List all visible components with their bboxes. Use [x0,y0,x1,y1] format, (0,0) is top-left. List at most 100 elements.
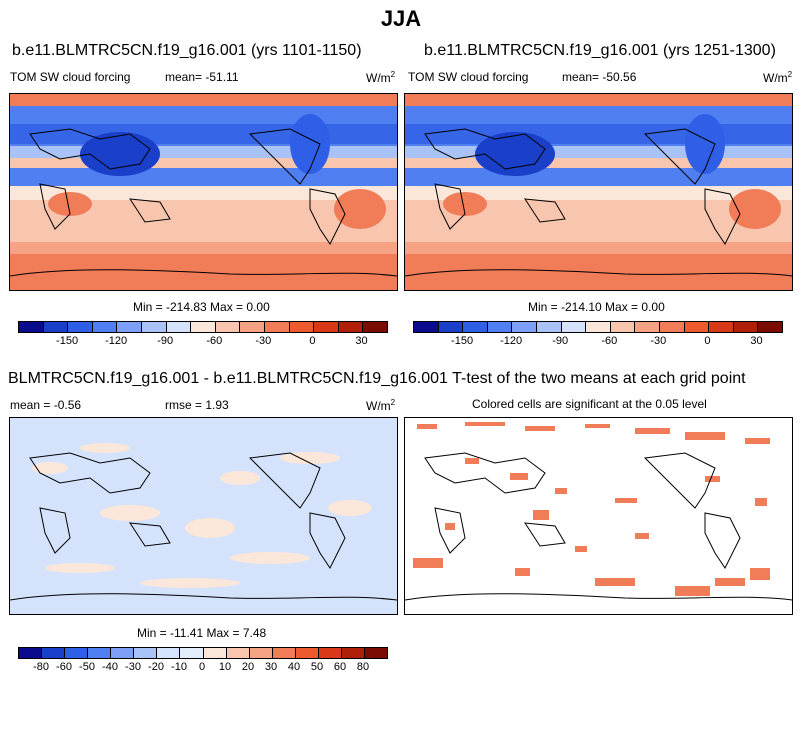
colorbar-cell [684,322,710,332]
colorbar-cell [191,322,216,332]
panel1-units: W/m2 [366,70,396,85]
colorbar-tick-label: 30 [264,661,278,673]
colorbar-cell [157,648,181,658]
colorbar-tick-label: -90 [552,335,569,347]
main-title: JJA [380,6,422,31]
ttest-subtitle: Colored cells are significant at the 0.0… [472,397,707,411]
colorbar-cell [117,322,142,332]
diff-heatmap [10,418,397,614]
colorbar-cell [635,322,660,332]
colorbar-tick-label: -50 [79,661,95,673]
colorbar-cell [42,648,66,658]
colorbar-cell [758,322,782,332]
colorbar-cell [92,322,118,332]
colorbar-tick-label: -120 [500,335,523,347]
colorbar-cell [19,648,43,658]
colorbar-cell [203,648,227,658]
colorbar-cell [586,322,611,332]
colorbar-tick-label: -30 [650,335,667,347]
diff-map [9,417,398,615]
colorbar-cell [295,648,319,658]
colorbar-tick-label: 0 [198,661,206,673]
colorbar-cell [43,322,69,332]
colorbar-cell [19,322,44,332]
colorbar-cell [338,322,364,332]
diff-mean: mean = -0.56 [10,398,82,412]
colorbar-cell [733,322,759,332]
colorbar-tick-label: -10 [171,661,187,673]
colorbar-tick-label: -60 [601,335,618,347]
colorbar-tick-label: 10 [218,661,232,673]
colorbar-cell [364,648,387,658]
colorbar-tick-label: 30 [750,335,763,347]
colorbar-cell [536,322,562,332]
colorbar-cell [226,648,250,658]
panel2-variable-label: TOM SW cloud forcing [408,70,529,84]
colorbar-cell [264,322,290,332]
colorbar-tick-label: -90 [157,335,174,347]
colorbar-tick-label: 20 [241,661,255,673]
colorbar-cell [240,322,265,332]
colorbar-cell [414,322,439,332]
colorbar-tick-label: -20 [148,661,164,673]
colorbar-tick-label: -30 [125,661,141,673]
colorbar-cell [180,648,204,658]
colorbar-cell [134,648,158,658]
panel1-heatmap [10,94,397,290]
colorbar-cell [68,322,93,332]
colorbar-cell [272,648,296,658]
colorbar-tick-label: -60 [56,661,72,673]
colorbar-tick-label: -150 [451,335,474,347]
colorbar-cell [289,322,315,332]
panel1-map [9,93,398,291]
colorbar-cell [318,648,342,658]
colorbar-tick-label: -150 [56,335,79,347]
colorbar-tick-label: -120 [105,335,128,347]
diff-title: BLMTRC5CN.f19_g16.001 - b.e11.BLMTRC5CN.… [8,370,746,387]
colorbar-tick-label: 30 [355,335,368,347]
colorbar-cell [249,648,273,658]
colorbar-cell [709,322,734,332]
panel2-units: W/m2 [763,70,793,85]
colorbar-tick-label: -30 [255,335,272,347]
panel2-mean: mean= -50.56 [562,70,637,84]
diff-colorbar [18,647,388,659]
panel1-variable-label: TOM SW cloud forcing [10,70,131,84]
ttest-map [404,417,793,615]
colorbar-cell [65,648,89,658]
panel1-mean: mean= -51.11 [165,70,239,84]
panel1-minmax: Min = -214.83 Max = 0.00 [133,300,270,314]
colorbar-cell [111,648,135,658]
colorbar-tick-label: -40 [102,661,118,673]
colorbar-cell [215,322,241,332]
colorbar-tick-label: -80 [33,661,49,673]
colorbar-cell [314,322,339,332]
colorbar-cell [88,648,112,658]
colorbar-tick-label: 80 [356,661,370,673]
colorbar-cell [610,322,636,332]
diff-units: W/m2 [366,398,396,413]
colorbar-cell [141,322,167,332]
colorbar-tick-label: 0 [309,335,316,347]
colorbar-tick-label: 50 [310,661,324,673]
colorbar-cell [341,648,365,658]
colorbar-tick-label: -60 [206,335,223,347]
diff-minmax: Min = -11.41 Max = 7.48 [137,626,267,640]
ttest-heatmap [405,418,792,614]
colorbar-cell [438,322,464,332]
diff-rmse: rmse = 1.93 [165,398,229,412]
colorbar-tick-label: 40 [287,661,301,673]
colorbar-cell [487,322,513,332]
panel2-title: b.e11.BLMTRC5CN.f19_g16.001 (yrs 1251-13… [424,42,776,59]
panel2-map [404,93,793,291]
colorbar-cell [659,322,685,332]
colorbar-cell [561,322,587,332]
panel1-title: b.e11.BLMTRC5CN.f19_g16.001 (yrs 1101-11… [12,42,362,59]
colorbar-tick-label: 60 [333,661,347,673]
colorbar-cell [463,322,488,332]
colorbar-cell [512,322,537,332]
colorbar-cell [166,322,192,332]
colorbar-cell [363,322,387,332]
panel2-heatmap [405,94,792,290]
panel1-colorbar [18,321,388,333]
